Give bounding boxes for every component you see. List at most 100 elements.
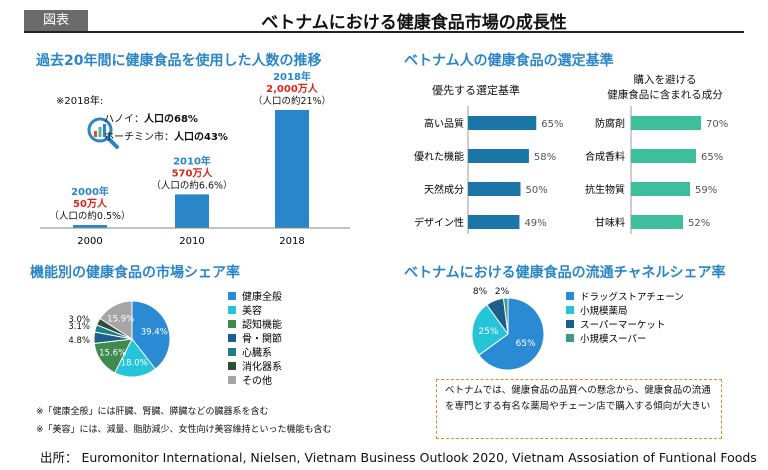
criteria-left-subtitle: 優先する選定基準 — [432, 84, 520, 97]
legend-swatch — [566, 334, 574, 342]
criteria-value-label: 70% — [706, 119, 728, 130]
legend-swatch — [228, 292, 236, 300]
pie-slice — [502, 297, 509, 335]
legend-label: ドラッグストアチェーン — [580, 291, 684, 303]
users-share-label: （人口の約21%） — [253, 95, 331, 107]
legend-label: その他 — [242, 374, 272, 387]
criteria-bar — [468, 215, 520, 229]
legend-label: 心臓系 — [242, 347, 272, 359]
users-note-header: ※2018年: — [56, 96, 104, 107]
legend-swatch — [566, 306, 574, 314]
channel-note-box: ベトナムでは、健康食品の品質への懸念から、健康食品の流通を専門とする有名な薬局や… — [436, 379, 722, 439]
users-count-label: 2,000万人 — [266, 82, 319, 95]
criteria-category-label: 合成香料 — [585, 150, 625, 163]
legend-swatch — [566, 292, 574, 300]
legend-label: 小規模スーパー — [580, 333, 646, 345]
share-footnote-1: ※「健康全般」には肝臓、腎臓、膵臓などの臓器系を含む — [36, 407, 269, 417]
legend-label: 小規模薬局 — [580, 305, 628, 317]
legend-swatch — [228, 376, 236, 384]
criteria-value-label: 65% — [701, 152, 723, 163]
legend-swatch — [228, 362, 236, 370]
criteria-value-label: 49% — [524, 218, 546, 229]
channel-chart-title: ベトナムにおける健康食品の流通チャネルシェア率 — [404, 265, 726, 281]
criteria-category-label: 防腐剤 — [595, 117, 625, 130]
pie-value-label: 15.9% — [107, 314, 134, 324]
figure-tag: 図表 — [24, 10, 88, 31]
legend-label: 消化器系 — [242, 360, 282, 373]
criteria-value-label: 50% — [526, 185, 548, 196]
pie-value-label: 3.0% — [68, 315, 90, 325]
criteria-value-label: 58% — [534, 152, 556, 163]
share-pie-chart: 39.4% 18.0%15.6% 4.8% 3.1%3.0% 15.9% 健康全般美容認… — [68, 290, 282, 387]
pie-value-label: 15.6% — [99, 348, 126, 358]
pie-value-label: 8% — [473, 287, 488, 297]
legend-swatch — [228, 348, 236, 356]
pie-value-label: 39.4% — [141, 327, 168, 337]
note-city: ハノイ： — [104, 114, 144, 125]
users-share-label: （人口の約6.6%） — [151, 179, 232, 191]
users-year-label: 2018年 — [273, 70, 311, 83]
pie-value-label: 2% — [495, 287, 510, 297]
users-note-hcmc: ホーチミン市：人口の43% — [104, 128, 228, 143]
users-x-tick-label: 2000 — [77, 236, 102, 247]
channel-pie-chart: 65% 25% 8% 2% ドラッグストアチェーン小規模薬局スーパーマーケット小規模ス… — [471, 287, 684, 371]
users-x-tick-label: 2018 — [279, 236, 304, 247]
legend-label: 健康全般 — [242, 290, 282, 303]
criteria-bar — [468, 116, 537, 130]
users-x-tick-label: 2010 — [179, 236, 204, 247]
criteria-bar — [631, 215, 683, 229]
note-value: 人口の43% — [174, 132, 228, 143]
pie-value-label: 25% — [478, 327, 498, 337]
subtitle-line: 健康食品に含まれる成分 — [607, 89, 723, 101]
legend-label: スーパーマーケット — [580, 320, 665, 331]
analytics-magnifier-icon — [87, 117, 119, 149]
criteria-category-label: 甘味料 — [595, 216, 625, 229]
legend-swatch — [228, 334, 236, 342]
legend-label: 認知機能 — [242, 318, 282, 331]
pie-slice — [114, 338, 157, 378]
criteria-chart-title: ベトナム人の健康食品の選定基準 — [404, 53, 614, 69]
criteria-bar — [631, 182, 690, 196]
users-bar — [73, 225, 107, 228]
users-year-label: 2010年 — [173, 154, 211, 167]
users-chart-title: 過去20年間に健康食品を使用した人数の推移 — [36, 53, 322, 69]
pie-value-label: 4.8% — [68, 336, 90, 346]
note-city: ホーチミン市： — [104, 132, 174, 143]
share-footnote-2: ※「美容」には、減量、脂肪減少、女性向け美容維持といった機能も含む — [36, 425, 332, 435]
users-note-hanoi: ハノイ：人口の68% — [104, 110, 198, 125]
page-title: ベトナムにおける健康食品市場の成長性 — [261, 13, 567, 33]
pie-value-label: 18.0% — [121, 358, 148, 368]
legend-label: 美容 — [242, 304, 262, 317]
source-line: 出所： Euromonitor International, Nielsen, … — [40, 450, 757, 465]
note-value: 人口の68% — [144, 114, 198, 125]
criteria-category-label: デザイン性 — [414, 216, 464, 229]
users-year-label: 2000年 — [71, 185, 109, 198]
criteria-bar — [631, 149, 696, 163]
criteria-category-label: 天然成分 — [424, 183, 464, 196]
criteria-right-subtitle: 購入を避ける 健康食品に含まれる成分 — [590, 72, 740, 102]
users-count-label: 50万人 — [73, 197, 108, 210]
criteria-category-label: 抗生物質 — [585, 183, 625, 196]
criteria-value-label: 65% — [541, 119, 563, 130]
pie-slice — [471, 304, 509, 356]
title-divider — [24, 31, 744, 33]
legend-swatch — [566, 320, 574, 328]
criteria-category-label: 優れた機能 — [414, 150, 464, 163]
share-chart-title: 機能別の健康食品の市場シェア率 — [30, 265, 240, 281]
users-share-label: （人口の約0.5%） — [49, 210, 130, 222]
users-bar — [275, 110, 309, 228]
pie-value-label: 65% — [516, 339, 536, 349]
criteria-bar — [631, 116, 701, 130]
users-count-label: 570万人 — [172, 166, 214, 179]
criteria-bar-charts: 高い品質 65% 優れた機能 58% 天然成分 50% デザイン性 49% 防腐剤 70% 合成香… — [414, 106, 728, 234]
pie-slice — [131, 300, 171, 370]
criteria-value-label: 52% — [688, 218, 710, 229]
pie-slice — [478, 297, 545, 371]
legend-label: 骨・関節 — [242, 332, 282, 345]
pie-value-label: 3.1% — [68, 322, 90, 332]
criteria-bar — [468, 149, 529, 163]
users-bar — [175, 194, 209, 228]
criteria-bar — [468, 182, 521, 196]
legend-swatch — [228, 306, 236, 314]
